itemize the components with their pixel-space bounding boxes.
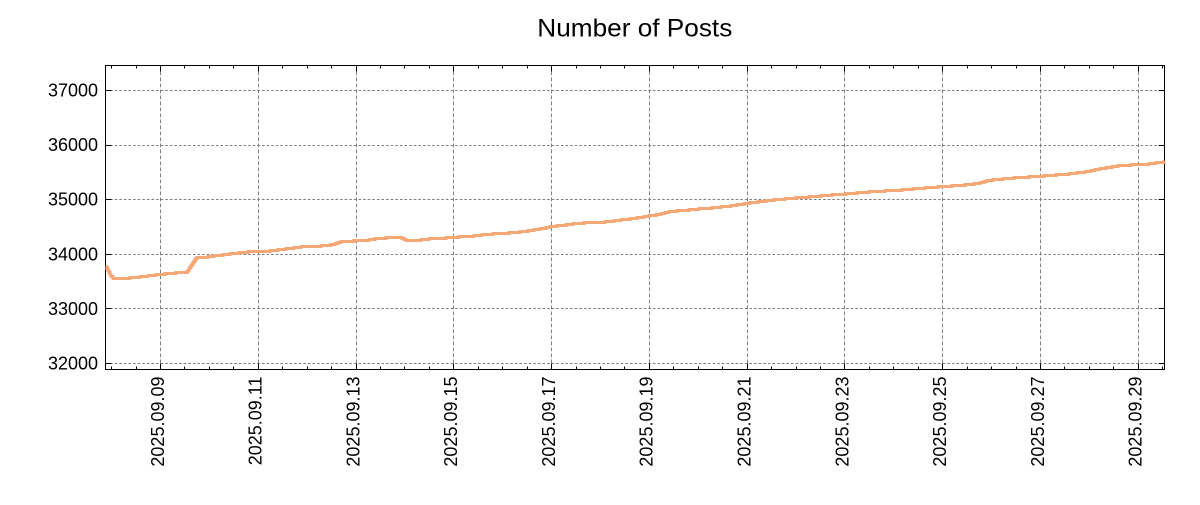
svg-text:Number of Posts: Number of Posts bbox=[537, 15, 732, 43]
svg-text:33000: 33000 bbox=[48, 299, 98, 319]
svg-text:2025.09.09: 2025.09.09 bbox=[148, 377, 168, 467]
svg-text:2025.09.11: 2025.09.11 bbox=[246, 377, 266, 466]
svg-text:35000: 35000 bbox=[48, 190, 98, 210]
svg-text:37000: 37000 bbox=[48, 80, 98, 100]
svg-text:2025.09.23: 2025.09.23 bbox=[832, 377, 852, 467]
svg-text:2025.09.21: 2025.09.21 bbox=[735, 377, 755, 467]
svg-text:2025.09.15: 2025.09.15 bbox=[441, 377, 461, 467]
svg-text:32000: 32000 bbox=[48, 354, 98, 374]
svg-text:36000: 36000 bbox=[48, 135, 98, 155]
svg-text:2025.09.27: 2025.09.27 bbox=[1028, 377, 1048, 467]
svg-text:2025.09.19: 2025.09.19 bbox=[637, 377, 657, 467]
svg-text:2025.09.13: 2025.09.13 bbox=[343, 377, 363, 467]
svg-text:2025.09.29: 2025.09.29 bbox=[1126, 377, 1146, 467]
svg-text:2025.09.17: 2025.09.17 bbox=[539, 377, 559, 467]
svg-text:34000: 34000 bbox=[48, 244, 98, 264]
svg-text:2025.09.25: 2025.09.25 bbox=[930, 377, 950, 467]
